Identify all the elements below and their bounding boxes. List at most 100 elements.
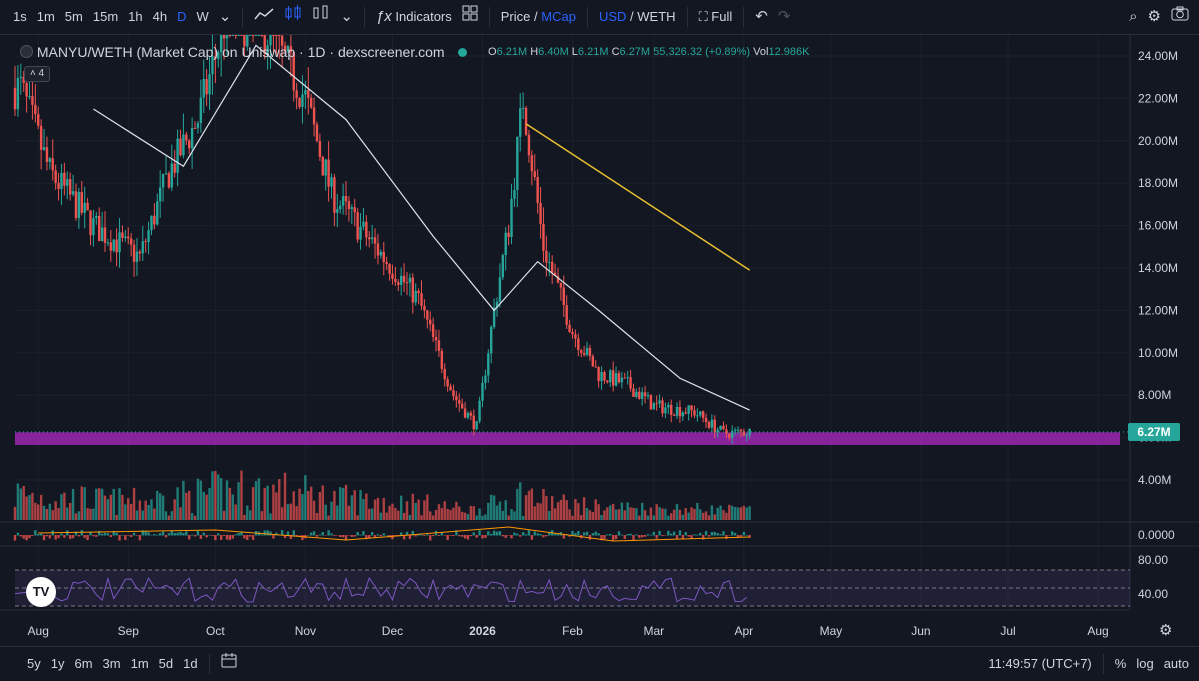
- volume-bar: [347, 505, 351, 520]
- macd-histogram-bar: [301, 535, 304, 541]
- interval-4h-button[interactable]: 4h: [152, 9, 168, 24]
- volume-bar: [368, 508, 371, 520]
- axis-settings-button[interactable]: ⚙: [1159, 621, 1172, 639]
- macd-histogram-bar: [225, 535, 229, 540]
- auto-toggle[interactable]: auto: [1163, 655, 1189, 671]
- volume-bar: [353, 490, 356, 520]
- range-5y-button[interactable]: 5y: [27, 655, 41, 671]
- macd-histogram-bar: [315, 535, 319, 537]
- weth-option[interactable]: WETH: [637, 9, 676, 24]
- macd-histogram-bar: [379, 535, 383, 537]
- range-1y-button[interactable]: 1y: [50, 655, 65, 671]
- volume-bar: [478, 508, 481, 520]
- redo-button[interactable]: ↷: [773, 0, 796, 34]
- range-5d-button[interactable]: 5d: [158, 655, 174, 671]
- chevron-down-icon: ⌄: [218, 8, 232, 25]
- volume-bar: [429, 511, 432, 520]
- volume-bar: [446, 508, 449, 520]
- interval-15m-button[interactable]: 15m: [92, 9, 119, 24]
- candle-body: [307, 89, 310, 98]
- volume-bar: [301, 494, 304, 520]
- quick-search-button[interactable]: ⌕: [1124, 0, 1142, 34]
- macd-histogram-bar: [48, 535, 52, 539]
- candle-body: [339, 205, 342, 210]
- candle-body: [533, 171, 536, 177]
- volume-bar: [188, 490, 191, 520]
- interval-d-button[interactable]: D: [177, 9, 187, 24]
- interval-1m-button[interactable]: 1m: [36, 9, 55, 24]
- open-label: O: [488, 46, 497, 58]
- candle-body: [460, 403, 464, 409]
- range-1m-button[interactable]: 1m: [130, 655, 149, 671]
- fullscreen-button[interactable]: ⛶ Full: [694, 0, 738, 34]
- candles-icon: [285, 5, 301, 20]
- chart-type-bars-button[interactable]: [307, 0, 335, 34]
- volume-bar: [254, 481, 258, 520]
- volume-bar: [594, 499, 597, 520]
- mcap-option[interactable]: MCap: [541, 9, 576, 24]
- candle-body: [376, 243, 380, 256]
- volume-bar: [106, 499, 110, 520]
- macd-histogram-bar: [179, 531, 182, 536]
- templates-button[interactable]: [457, 0, 483, 34]
- candle-body: [89, 210, 92, 236]
- chart-type-line-button[interactable]: [249, 0, 279, 34]
- volume-bar: [635, 508, 638, 520]
- macd-histogram-bar: [263, 530, 266, 536]
- candle-body: [51, 158, 54, 171]
- chart-area[interactable]: 24.00M 22.00M 20.00M 18.00M 16.00M 14.00M 12.0…: [0, 35, 1199, 645]
- macd-histogram-bar: [521, 532, 525, 536]
- low-label: L: [571, 46, 578, 58]
- undo-button[interactable]: ↶: [750, 0, 773, 34]
- candle-body: [254, 35, 258, 36]
- price-mcap-toggle[interactable]: Price / MCap: [496, 0, 581, 34]
- volume-bar: [707, 515, 711, 520]
- date-range-button[interactable]: [216, 647, 242, 681]
- percent-toggle[interactable]: %: [1114, 655, 1127, 671]
- macd-histogram-bar: [25, 535, 28, 541]
- chart-type-dropdown[interactable]: ⌄: [335, 0, 358, 34]
- macd-histogram-bar: [463, 535, 467, 539]
- volume-bar: [37, 504, 40, 520]
- range-1d-button[interactable]: 1d: [183, 655, 198, 671]
- settings-button[interactable]: ⚙: [1143, 0, 1166, 34]
- currency-toggle[interactable]: USD / WETH: [594, 0, 681, 34]
- low-value: 6.21M: [577, 46, 609, 58]
- candle-body: [156, 201, 159, 225]
- range-6m-button[interactable]: 6m: [74, 655, 93, 671]
- macd-histogram-bar: [312, 531, 316, 536]
- macd-histogram-bar: [524, 534, 528, 536]
- usd-option[interactable]: USD: [598, 9, 627, 24]
- interval-1s-button[interactable]: 1s: [13, 9, 27, 24]
- volume-bar: [405, 501, 409, 520]
- clock-readout[interactable]: 11:49:57 (UTC+7): [988, 655, 1092, 671]
- candle-body: [646, 395, 650, 397]
- volume-bar: [455, 501, 458, 520]
- interval-1h-button[interactable]: 1h: [128, 9, 143, 24]
- change-value: 55,326.32 (+0.89%): [653, 46, 751, 58]
- tradingview-logo-icon[interactable]: TV: [26, 577, 56, 607]
- indicators-button[interactable]: ƒx Indicators: [371, 0, 457, 34]
- macd-histogram-bar: [95, 535, 98, 537]
- candle-body: [138, 251, 142, 254]
- collapse-indicators-toggle[interactable]: ˄ 4: [24, 66, 50, 82]
- macd-histogram-bar: [292, 530, 295, 536]
- interval-dropdown[interactable]: ⌄: [214, 0, 237, 34]
- log-toggle[interactable]: log: [1136, 655, 1154, 671]
- macd-histogram-bar: [408, 535, 412, 540]
- range-3m-button[interactable]: 3m: [102, 655, 121, 671]
- interval-w-button[interactable]: W: [196, 9, 209, 24]
- macd-histogram-bar: [672, 531, 676, 536]
- chart-type-candles-button[interactable]: [279, 0, 307, 34]
- candle-body: [426, 310, 429, 320]
- screenshot-button[interactable]: [1166, 0, 1199, 34]
- volume-bar: [89, 508, 92, 520]
- volume-bar: [588, 510, 592, 520]
- interval-5m-button[interactable]: 5m: [64, 9, 83, 24]
- macd-histogram-bar: [568, 535, 571, 537]
- chart-canvas[interactable]: 24.00M 22.00M 20.00M 18.00M 16.00M 14.00M 12.0…: [0, 35, 1199, 645]
- price-option[interactable]: Price: [500, 9, 531, 24]
- candle-body: [725, 429, 728, 434]
- candle-body: [701, 411, 705, 419]
- candle-body: [34, 104, 37, 115]
